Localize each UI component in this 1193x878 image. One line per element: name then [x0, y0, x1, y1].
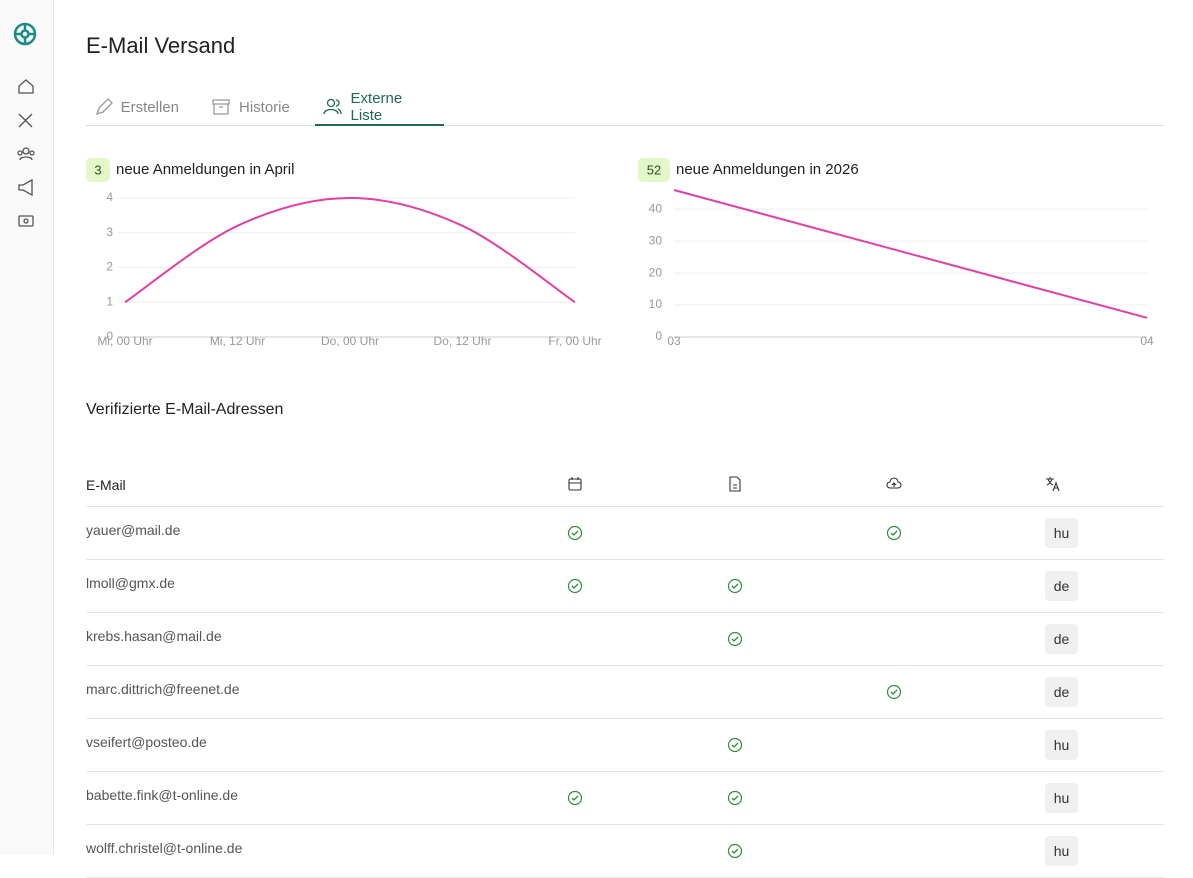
- sidebar-icons: [13, 22, 37, 227]
- table-row: babette.fink@t-online.de hu: [86, 772, 1164, 825]
- page-title: E-Mail Versand: [86, 33, 236, 58]
- chart-title: neue Anmeldungen in April: [116, 161, 294, 178]
- check-icon: [886, 525, 902, 541]
- x-tick-label: 03: [667, 334, 681, 348]
- chart-title: neue Anmeldungen in 2026: [676, 161, 859, 178]
- email-cell: lmoll@gmx.de: [86, 575, 175, 591]
- sidebar: [0, 0, 54, 855]
- check-icon: [727, 737, 743, 753]
- users-icon[interactable]: [17, 147, 35, 161]
- tab-label: Erstellen: [120, 98, 179, 116]
- users-icon: [323, 98, 342, 115]
- language-badge: hu: [1045, 730, 1078, 760]
- tabs: Erstellen Historie Externe Liste: [86, 90, 1164, 126]
- section-title: Verifizierte E-Mail-Adressen: [86, 401, 284, 418]
- translate-icon: [1046, 477, 1060, 492]
- y-tick-label: 1: [106, 294, 113, 308]
- language-badge: hu: [1045, 783, 1078, 813]
- check-icon: [567, 525, 583, 541]
- language-badge: de: [1045, 677, 1078, 707]
- check-icon: [727, 790, 743, 806]
- logo: [13, 22, 37, 46]
- tools-icon[interactable]: [18, 113, 33, 128]
- line: [673, 189, 1148, 319]
- table-header: E-Mail: [86, 462, 1164, 507]
- x-tick-label: Mi, 00 Uhr: [97, 334, 152, 348]
- language-badge: hu: [1045, 836, 1078, 866]
- y-tick-label: 2: [106, 260, 113, 274]
- line: [124, 196, 576, 304]
- home-icon[interactable]: [18, 79, 34, 94]
- email-cell: krebs.hasan@mail.de: [86, 628, 222, 644]
- check-icon: [567, 578, 583, 594]
- language-badge: hu: [1045, 518, 1078, 548]
- table-row: vseifert@posteo.de hu: [86, 719, 1164, 772]
- table-row: lmoll@gmx.de de: [86, 560, 1164, 613]
- count-badge-text: 52: [647, 162, 661, 177]
- x-tick-label: Mi, 12 Uhr: [210, 334, 265, 348]
- y-tick-label: 30: [649, 233, 663, 247]
- y-tick-label: 4: [106, 190, 113, 204]
- tab[interactable]: Historie: [203, 90, 299, 124]
- email-cell: vseifert@posteo.de: [86, 734, 207, 750]
- check-icon: [567, 790, 583, 806]
- table-row: yauer@mail.de hu: [86, 507, 1164, 560]
- count-badge: [638, 158, 670, 182]
- check-icon: [727, 843, 743, 859]
- x-tick-label: Do, 00 Uhr: [321, 334, 379, 348]
- x-tick-label: 04: [1140, 334, 1154, 348]
- x-tick-label: Fr, 00 Uhr: [548, 334, 601, 348]
- table-row: krebs.hasan@mail.de de: [86, 613, 1164, 666]
- check-icon: [886, 684, 902, 700]
- count-badge: [86, 158, 110, 182]
- file-icon: [729, 476, 741, 492]
- tab-label: Historie: [239, 98, 290, 116]
- page: E-Mail Versand Erstellen Historie Extern…: [0, 0, 1164, 878]
- language-badge: de: [1045, 624, 1078, 654]
- tab[interactable]: Erstellen: [86, 90, 187, 124]
- column-header: E-Mail: [86, 477, 126, 493]
- table-row: wolff.christel@t-online.de hu: [86, 825, 1164, 878]
- y-tick-label: 10: [649, 297, 663, 311]
- tab-label: Externe Liste: [350, 90, 403, 124]
- email-cell: yauer@mail.de: [86, 522, 181, 538]
- language-badge: de: [1045, 571, 1078, 601]
- pencil-icon: [95, 98, 113, 116]
- y-tick-label: 40: [649, 201, 663, 215]
- email-cell: wolff.christel@t-online.de: [86, 840, 243, 856]
- email-cell: marc.dittrich@freenet.de: [86, 681, 240, 697]
- y-tick-label: 0: [655, 329, 662, 343]
- money-icon[interactable]: [18, 215, 34, 227]
- y-tick-label: 3: [106, 225, 113, 239]
- table: E-Mail yauer@mail.de hu lmoll@gmx.de de kreb…: [86, 462, 1164, 878]
- tab[interactable]: Externe Liste: [315, 90, 444, 126]
- cloud-upload-icon: [886, 477, 902, 489]
- y-tick-label: 20: [649, 265, 663, 279]
- archive-icon: [212, 99, 230, 115]
- x-tick-label: Do, 12 Uhr: [433, 334, 491, 348]
- megaphone-icon[interactable]: [18, 178, 33, 197]
- check-icon: [727, 631, 743, 647]
- count-badge-text: 3: [94, 162, 101, 177]
- check-icon: [727, 578, 743, 594]
- calendar-icon: [568, 477, 582, 491]
- email-cell: babette.fink@t-online.de: [86, 787, 238, 803]
- table-row: marc.dittrich@freenet.de de: [86, 666, 1164, 719]
- y-tick-label: 0: [106, 329, 113, 343]
